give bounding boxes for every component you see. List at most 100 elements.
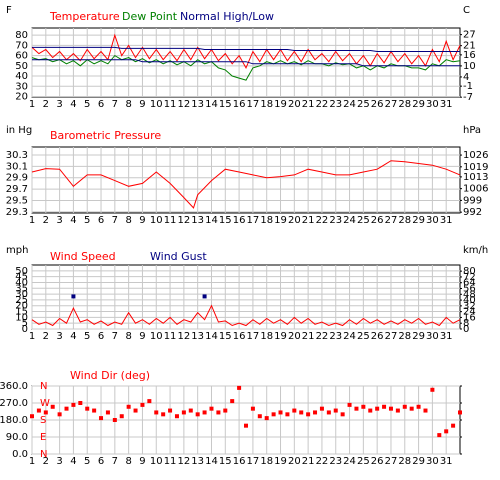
x-tick-label: 25 xyxy=(357,215,370,226)
x-tick-label: 26 xyxy=(371,215,384,226)
y2-tick-label: N xyxy=(40,449,47,460)
x-tick-label: 30 xyxy=(426,456,439,467)
y2-tick-label: 48 xyxy=(463,289,476,300)
x-tick-label: 20 xyxy=(288,99,301,110)
y-tick-label: 50 xyxy=(15,266,28,277)
data-point xyxy=(36,408,41,413)
x-tick-label: 3 xyxy=(56,331,62,342)
x-tick-label: 31 xyxy=(440,331,453,342)
x-tick-label: 18 xyxy=(260,99,273,110)
x-tick-label: 2 xyxy=(43,331,49,342)
y-tick-label: 15 xyxy=(15,307,28,318)
y-tick-label: 60 xyxy=(15,51,28,62)
y2-tick-label: -1 xyxy=(463,81,473,92)
x-tick-label: 20 xyxy=(288,331,301,342)
y2-tick-label: 10 xyxy=(463,61,476,72)
data-point xyxy=(78,401,83,405)
x-tick-label: 30 xyxy=(426,215,439,226)
y-axis-label: in Hg xyxy=(6,125,32,136)
data-point xyxy=(126,404,131,409)
x-tick-label: 14 xyxy=(205,456,218,467)
data-point xyxy=(264,416,269,421)
x-tick-label: 6 xyxy=(98,215,104,226)
data-point xyxy=(388,406,393,411)
x-tick-label: 12 xyxy=(178,456,191,467)
x-tick-label: 2 xyxy=(43,456,49,467)
y-tick-label: 360.0 xyxy=(0,381,28,392)
x-tick-label: 28 xyxy=(398,215,411,226)
y2-tick-label: 16 xyxy=(463,312,476,323)
x-tick-label: 15 xyxy=(219,215,232,226)
data-point xyxy=(271,412,276,417)
data-point xyxy=(285,412,290,417)
x-tick-label: 2 xyxy=(43,99,49,110)
y-tick-label: 90.0 xyxy=(6,432,28,443)
legend-entry: Wind Dir (deg) xyxy=(70,369,150,382)
y-tick-label: 180.0 xyxy=(0,415,28,426)
y2-tick-label: 4 xyxy=(463,72,469,83)
x-tick-label: 27 xyxy=(385,99,398,110)
y-axis-label: mph xyxy=(6,245,28,256)
y-tick-label: 0.0 xyxy=(12,449,28,460)
x-tick-label: 29 xyxy=(412,456,425,467)
x-tick-label: 7 xyxy=(112,99,118,110)
x-tick-label: 23 xyxy=(329,215,342,226)
x-tick-label: 21 xyxy=(302,215,315,226)
x-tick-label: 12 xyxy=(178,215,191,226)
x-tick-label: 3 xyxy=(56,99,62,110)
x-tick-label: 1 xyxy=(29,331,35,342)
x-tick-label: 7 xyxy=(112,456,118,467)
y2-tick-label: W xyxy=(40,398,50,409)
x-tick-label: 14 xyxy=(205,99,218,110)
x-tick-label: 14 xyxy=(205,331,218,342)
y2-tick-label: 72 xyxy=(463,272,476,283)
x-tick-label: 19 xyxy=(274,215,287,226)
y-tick-label: 30 xyxy=(15,289,28,300)
x-tick-label: 29 xyxy=(412,215,425,226)
x-tick-label: 8 xyxy=(125,456,131,467)
x-tick-label: 3 xyxy=(56,215,62,226)
x-tick-label: 13 xyxy=(191,215,204,226)
x-tick-label: 10 xyxy=(150,99,163,110)
data-point xyxy=(161,412,166,417)
x-tick-label: 15 xyxy=(219,331,232,342)
x-tick-label: 25 xyxy=(357,99,370,110)
data-point xyxy=(409,406,414,411)
data-point xyxy=(437,433,442,438)
x-tick-label: 2 xyxy=(43,215,49,226)
y-tick-label: 270.0 xyxy=(0,398,28,409)
x-tick-label: 22 xyxy=(316,99,329,110)
x-tick-label: 11 xyxy=(164,215,177,226)
x-tick-label: 18 xyxy=(260,215,273,226)
data-point xyxy=(368,408,373,413)
x-tick-label: 30 xyxy=(426,99,439,110)
data-point xyxy=(306,412,311,417)
legend-entry: Wind Gust xyxy=(150,250,207,263)
x-tick-label: 24 xyxy=(343,331,356,342)
data-point xyxy=(181,410,186,415)
x-tick-label: 16 xyxy=(233,215,246,226)
y2-axis-label: hPa xyxy=(463,125,481,136)
x-tick-label: 13 xyxy=(191,331,204,342)
data-point xyxy=(244,423,248,428)
x-tick-label: 10 xyxy=(150,215,163,226)
y2-tick-label: 8 xyxy=(463,318,469,329)
data-point xyxy=(278,410,283,415)
y-tick-label: 0 xyxy=(22,324,28,335)
data-point xyxy=(112,418,117,422)
x-tick-label: 5 xyxy=(84,331,90,342)
x-tick-label: 17 xyxy=(247,99,260,110)
data-point xyxy=(216,410,221,415)
x-tick-label: 24 xyxy=(343,456,356,467)
x-tick-label: 7 xyxy=(112,215,118,226)
x-tick-label: 4 xyxy=(70,99,76,110)
x-tick-label: 4 xyxy=(70,331,76,342)
x-tick-label: 17 xyxy=(247,215,260,226)
x-tick-label: 11 xyxy=(164,456,177,467)
x-tick-label: 22 xyxy=(316,331,329,342)
y-tick-label: 70 xyxy=(15,40,28,51)
x-tick-label: 22 xyxy=(316,456,329,467)
data-point xyxy=(250,406,255,411)
data-point xyxy=(64,406,69,411)
data-point xyxy=(99,416,104,421)
